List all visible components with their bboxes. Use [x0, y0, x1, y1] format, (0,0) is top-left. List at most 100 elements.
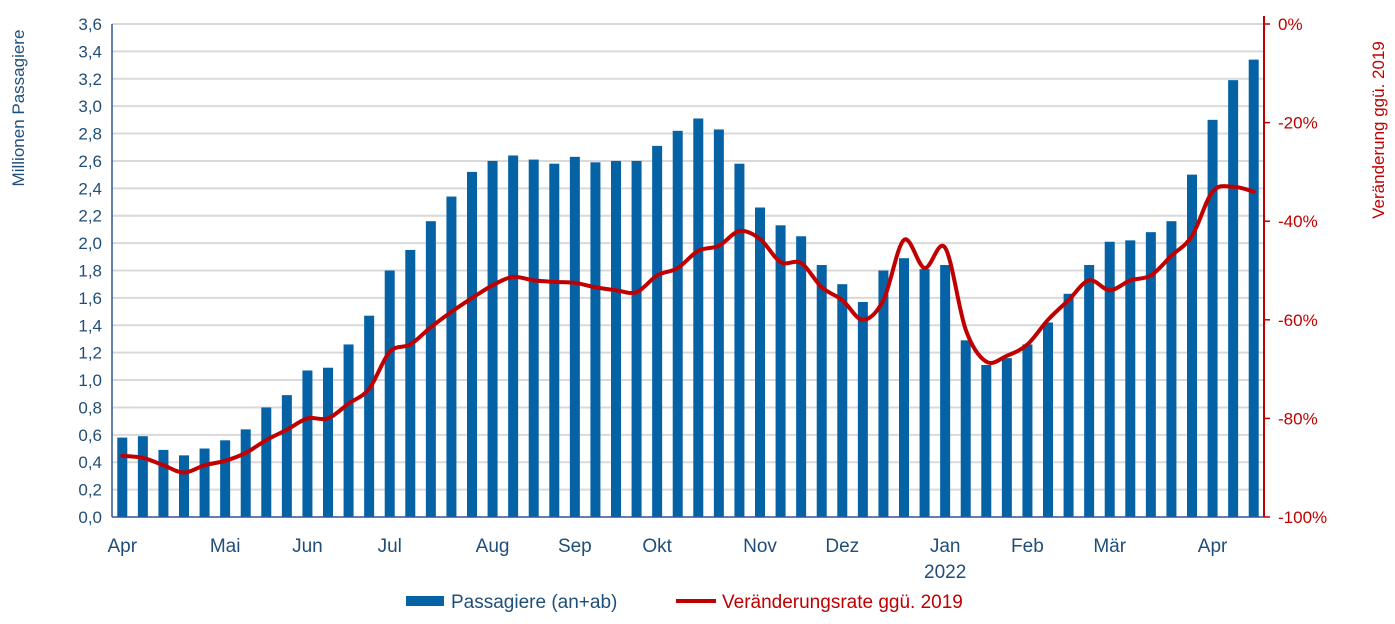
- y-tick-label: 0,6: [78, 426, 102, 445]
- bar: [878, 270, 889, 517]
- x-tick-label: Jul: [378, 536, 402, 557]
- y-tick-label: 0,4: [78, 453, 102, 472]
- x-tick-label: Apr: [1198, 536, 1228, 557]
- y-tick-label: 0,2: [78, 481, 102, 500]
- bar: [137, 436, 148, 517]
- bar: [919, 269, 930, 517]
- y-tick-label: 2,8: [78, 125, 102, 144]
- bar: [1104, 241, 1115, 517]
- bar: [302, 370, 313, 517]
- y-tick-label: 1,6: [78, 289, 102, 308]
- x-tick-label: Jun: [292, 536, 323, 557]
- y-tick-label: 0,0: [78, 508, 102, 527]
- bar: [261, 407, 272, 517]
- y-tick-label: 1,8: [78, 262, 102, 281]
- y-tick-label: 1,2: [78, 344, 102, 363]
- x-tick-label: Feb: [1011, 536, 1044, 557]
- legend-bar-swatch: [406, 596, 444, 606]
- y-tick-label: 2,2: [78, 207, 102, 226]
- bar: [405, 249, 416, 518]
- y-tick-label: 1,0: [78, 371, 102, 390]
- bar: [857, 301, 868, 517]
- bar: [446, 196, 457, 518]
- bar: [652, 145, 663, 517]
- bar: [528, 159, 539, 517]
- bar: [549, 163, 560, 517]
- bar: [158, 449, 169, 517]
- bar: [796, 236, 807, 517]
- bar: [364, 315, 375, 517]
- bar: [734, 163, 745, 517]
- bar: [1145, 232, 1156, 517]
- y2-tick-label: 0%: [1278, 15, 1303, 34]
- bar: [672, 130, 683, 518]
- bar: [960, 340, 971, 517]
- bar: [981, 364, 992, 517]
- y2-tick-label: -40%: [1278, 212, 1318, 231]
- x-tick-label: Jan: [930, 536, 961, 557]
- y-tick-label: 0,8: [78, 398, 102, 417]
- y-tick-label: 1,4: [78, 316, 102, 335]
- bar: [508, 155, 519, 517]
- legend-line-label: Veränderungsrate ggü. 2019: [722, 592, 963, 613]
- x-tick-label: Sep: [558, 536, 592, 557]
- bar: [240, 429, 251, 517]
- x-tick-label: Aug: [476, 536, 510, 557]
- y2-tick-label: -60%: [1278, 311, 1318, 330]
- bar: [837, 284, 848, 517]
- bar: [1043, 322, 1053, 517]
- bar: [713, 129, 724, 518]
- bar: [487, 160, 498, 517]
- y2-tick-label: -80%: [1278, 409, 1318, 428]
- bar: [631, 160, 642, 517]
- bar: [1207, 119, 1218, 517]
- bar: [1063, 293, 1074, 517]
- bar: [281, 395, 292, 517]
- x-tick-label: Mär: [1093, 536, 1126, 557]
- y-tick-label: 3,4: [78, 42, 102, 61]
- bar: [199, 448, 210, 517]
- bar: [590, 162, 601, 517]
- bar: [1187, 174, 1197, 517]
- bar: [467, 171, 477, 517]
- bar: [569, 156, 580, 517]
- bar: [816, 265, 827, 517]
- bar: [425, 221, 436, 517]
- y-axis-title: Millionen Passagiere: [9, 30, 28, 187]
- bar: [323, 367, 333, 517]
- bar: [1022, 344, 1033, 517]
- x-tick-label: Apr: [107, 536, 137, 557]
- y2-tick-label: -20%: [1278, 114, 1318, 133]
- legend-bar-label: Passagiere (an+ab): [451, 592, 617, 613]
- bar: [179, 455, 189, 517]
- y-tick-label: 2,0: [78, 234, 102, 253]
- bar: [940, 265, 951, 517]
- bar: [117, 437, 128, 517]
- bar: [343, 344, 354, 517]
- y2-tick-label: -100%: [1278, 508, 1327, 527]
- bar: [693, 118, 704, 517]
- y-tick-label: 3,0: [78, 97, 102, 116]
- bar: [1084, 265, 1095, 517]
- x-tick-label: Mai: [210, 536, 241, 557]
- bar: [1001, 358, 1012, 517]
- bar: [775, 225, 786, 517]
- x-tick-label: Nov: [743, 536, 777, 557]
- line-series: [120, 184, 1256, 475]
- bar: [1166, 221, 1177, 517]
- bar: [1125, 240, 1136, 517]
- bar: [755, 207, 765, 517]
- bar: [899, 258, 909, 517]
- x-year-label: 2022: [924, 562, 966, 583]
- y-tick-label: 2,6: [78, 152, 102, 171]
- x-tick-label: Okt: [642, 536, 672, 557]
- bar: [1228, 80, 1239, 518]
- bar: [1248, 59, 1259, 517]
- y2-axis-title: Veränderung ggü. 2019: [1369, 41, 1388, 219]
- bar: [220, 440, 231, 517]
- y-tick-label: 3,2: [78, 70, 102, 89]
- y-tick-label: 2,4: [78, 179, 102, 198]
- x-tick-label: Dez: [825, 536, 859, 557]
- bar: [384, 270, 395, 517]
